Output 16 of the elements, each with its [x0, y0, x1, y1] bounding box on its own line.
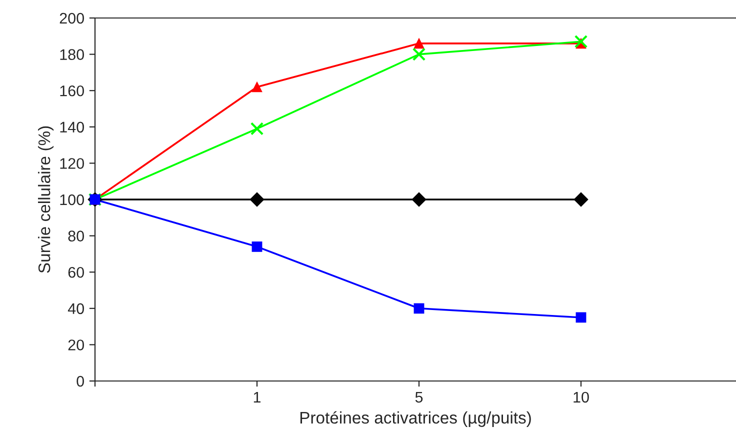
y-tick-label: 200	[60, 12, 84, 24]
y-tick-label: 100	[60, 194, 84, 206]
x-axis-title: Protéines activatrices (µg/puits)	[300, 411, 531, 427]
y-tick-label: 140	[60, 122, 84, 133]
y-tick-label: 180	[60, 49, 84, 60]
y-tick-label: 160	[60, 85, 84, 96]
y-tick-label: 40	[68, 303, 84, 314]
x-tick-label: 1	[254, 392, 261, 402]
y-tick-label: 80	[68, 230, 84, 242]
x-tick-label: 5	[415, 392, 423, 403]
x-tick-label: 10	[574, 392, 589, 403]
y-tick-label: 60	[68, 266, 84, 278]
y-tick-label: 20	[68, 340, 84, 350]
y-tick-label: 0	[76, 376, 84, 387]
y-tick-label: 120	[60, 158, 84, 169]
y-axis-title: Survie cellulaire (%)	[38, 126, 54, 273]
